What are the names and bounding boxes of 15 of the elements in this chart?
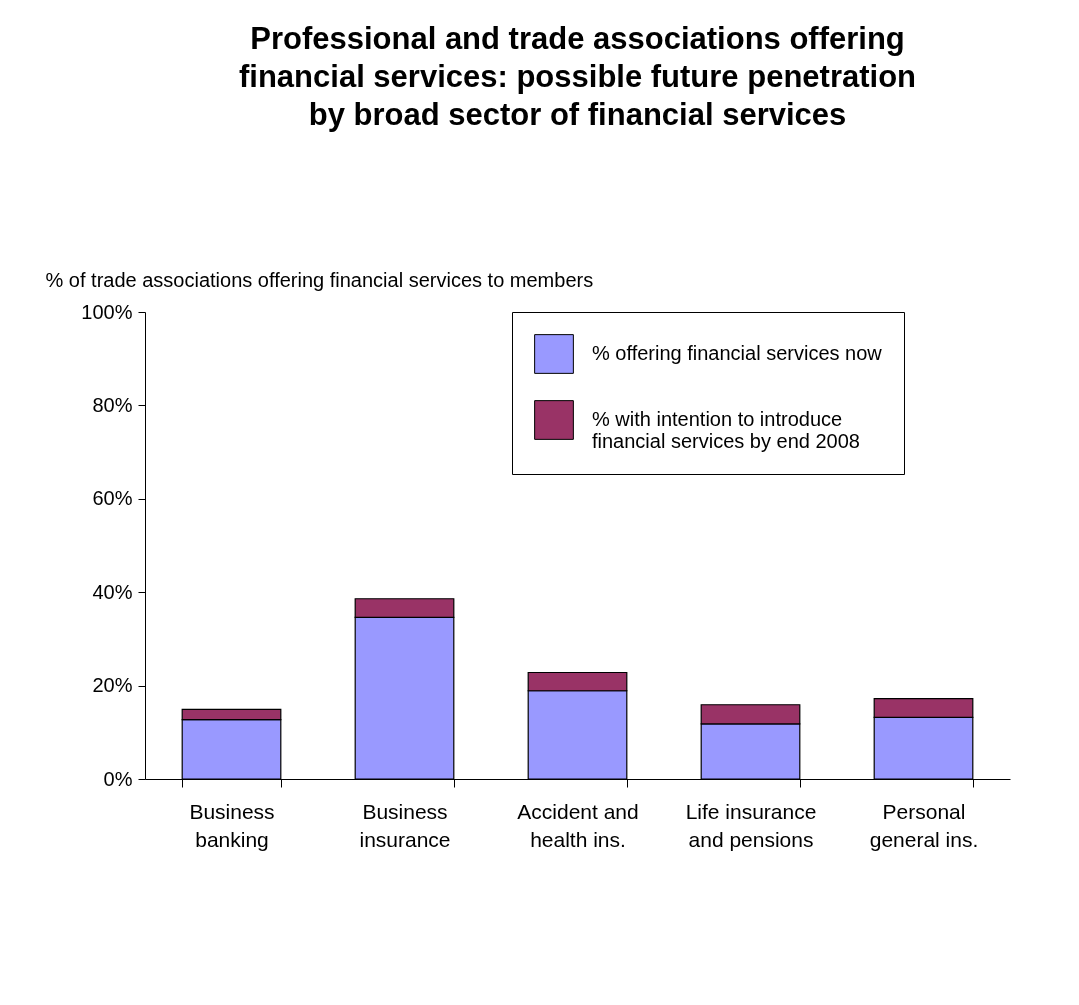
y-tick-label: 20% — [92, 674, 133, 697]
y-tick-label: 100% — [81, 300, 133, 323]
x-tick-label: Personal general ins. — [869, 799, 979, 851]
x-tick-label: Life insurance and pensions — [685, 799, 817, 851]
y-axis-title: % of trade associations offering financial services to members — [45, 268, 594, 291]
y-tick-label: 80% — [92, 393, 133, 416]
x-tick-label: Business insurance — [359, 799, 451, 851]
y-tick-label: 60% — [92, 487, 133, 510]
y-tick-label: 40% — [92, 580, 133, 603]
chart-title: Professional and trade associations offering financial services: possible future penetration by broad sector of financial services — [238, 21, 917, 132]
legend-label: % offering financial services now — [592, 342, 883, 364]
y-tick-label: 0% — [103, 767, 133, 790]
x-tick-label: Business banking — [189, 799, 275, 851]
legend-label: % with intention to introduce financial services by end 2008 — [592, 408, 860, 452]
x-tick-label: Accident and health ins. — [517, 799, 639, 851]
